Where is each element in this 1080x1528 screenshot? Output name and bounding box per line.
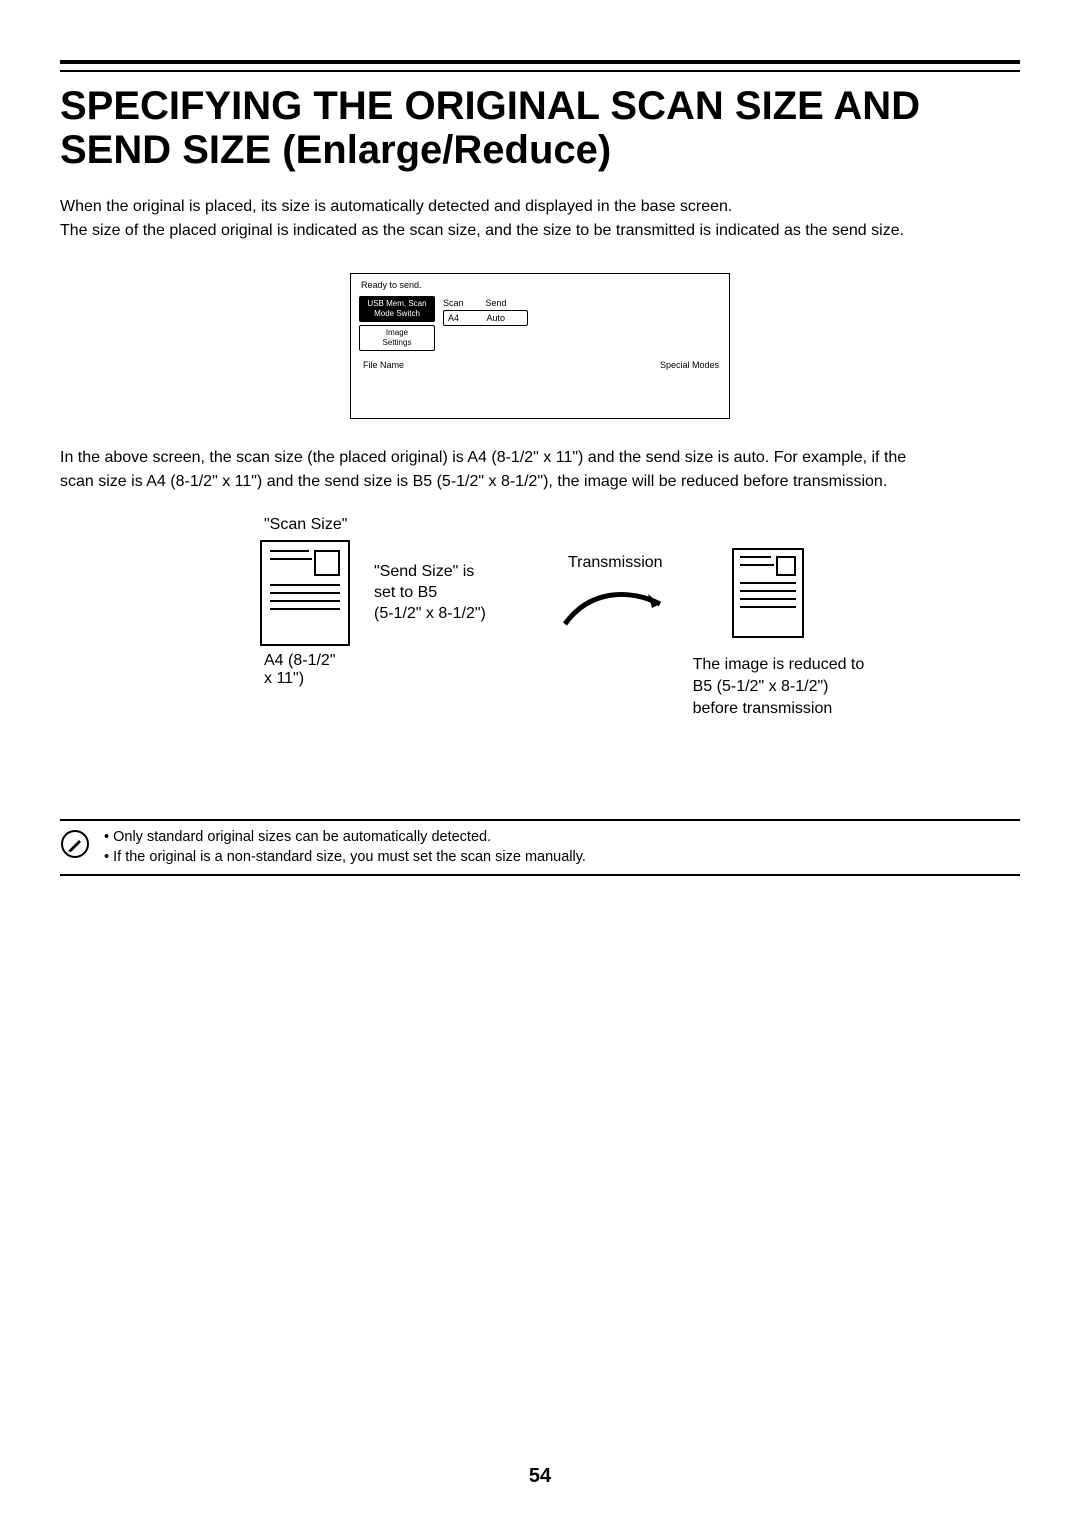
below-line-2: scan size is A4 (8-1/2" x 11") and the s… [60,471,1020,493]
reduction-diagram: "Scan Size" "Send Size" is set to B5 [260,516,900,719]
doc-pic-box [314,550,340,576]
top-double-rule [60,60,1020,72]
result-line-3: before transmission [693,698,900,720]
scan-size-label: "Scan Size" [264,516,900,534]
special-modes-label: Special Modes [660,360,719,370]
send-size-text: "Send Size" is set to B5 (5-1/2" x 8-1/2… [374,562,544,624]
ui-screenshot: Ready to send. USB Mem. Scan Mode Switch… [350,273,730,419]
send-value: Auto [487,313,523,323]
scan-value: A4 [448,313,484,323]
ui-left-buttons: USB Mem. Scan Mode Switch Image Settings [359,296,435,354]
image-settings-bottom: Settings [383,338,412,347]
image-settings-top: Image [386,328,408,337]
doc-pic-box [776,556,796,576]
intro-line-2: The size of the placed original is indic… [60,220,1020,242]
reduced-doc-icon [732,548,804,638]
note-box: • Only standard original sizes can be au… [60,819,1020,876]
mode-switch-bottom: Mode Switch [374,309,420,318]
doc-text-line [740,606,796,608]
doc-text-line [740,582,796,584]
doc-text-line [270,608,340,610]
scan-send-value: A4 Auto [443,310,528,326]
doc-text-line [270,600,340,602]
intro-line-1: When the original is placed, its size is… [60,196,1020,218]
image-settings-button: Image Settings [359,325,435,351]
result-line-1: The image is reduced to [693,654,900,676]
doc-text-line [270,592,340,594]
ui-box: Ready to send. USB Mem. Scan Mode Switch… [350,273,730,419]
file-name-label: File Name [363,360,404,370]
doc-text-line [270,584,340,586]
diagram-row: "Send Size" is set to B5 (5-1/2" x 8-1/2… [260,540,900,646]
send-size-line-3: (5-1/2" x 8-1/2") [374,604,544,625]
ui-scan-send: Scan Send A4 Auto [443,298,528,326]
scan-send-header: Scan Send [443,298,528,308]
a4-label: A4 (8-1/2" x 11") [264,652,341,688]
note-bullet-1: • Only standard original sizes can be au… [104,827,586,847]
intro-paragraph: When the original is placed, its size is… [60,196,1020,241]
result-line-2: B5 (5-1/2" x 8-1/2") [693,676,900,698]
send-header: Send [486,298,526,308]
page-number: 54 [0,1465,1080,1488]
original-column [260,540,350,646]
result-text: The image is reduced to B5 (5-1/2" x 8-1… [693,654,900,719]
ui-status-text: Ready to send. [361,280,422,290]
arrow-icon [560,584,680,634]
send-size-line-1: "Send Size" is [374,562,544,583]
mode-switch-button: USB Mem. Scan Mode Switch [359,296,435,322]
doc-text-line [270,558,312,560]
pencil-icon [60,829,90,859]
send-size-line-2: set to B5 [374,583,544,604]
doc-text-line [740,598,796,600]
document-page: SPECIFYING THE ORIGINAL SCAN SIZE AND SE… [0,0,1080,1528]
doc-text-line [270,550,309,552]
doc-text-line [740,556,771,558]
below-ui-paragraph: In the above screen, the scan size (the … [60,447,1020,492]
below-line-1: In the above screen, the scan size (the … [60,447,1020,469]
scan-header: Scan [443,298,483,308]
page-title: SPECIFYING THE ORIGINAL SCAN SIZE AND SE… [60,84,1020,172]
transmission-column: Transmission [568,584,708,602]
reduced-column [732,548,804,638]
doc-text-line [740,590,796,592]
transmission-label: Transmission [568,554,708,572]
original-doc-icon [260,540,350,646]
note-text: • Only standard original sizes can be au… [104,827,586,868]
note-bullet-2: • If the original is a non-standard size… [104,847,586,867]
doc-text-line [740,564,774,566]
mode-switch-top: USB Mem. Scan [367,299,426,308]
